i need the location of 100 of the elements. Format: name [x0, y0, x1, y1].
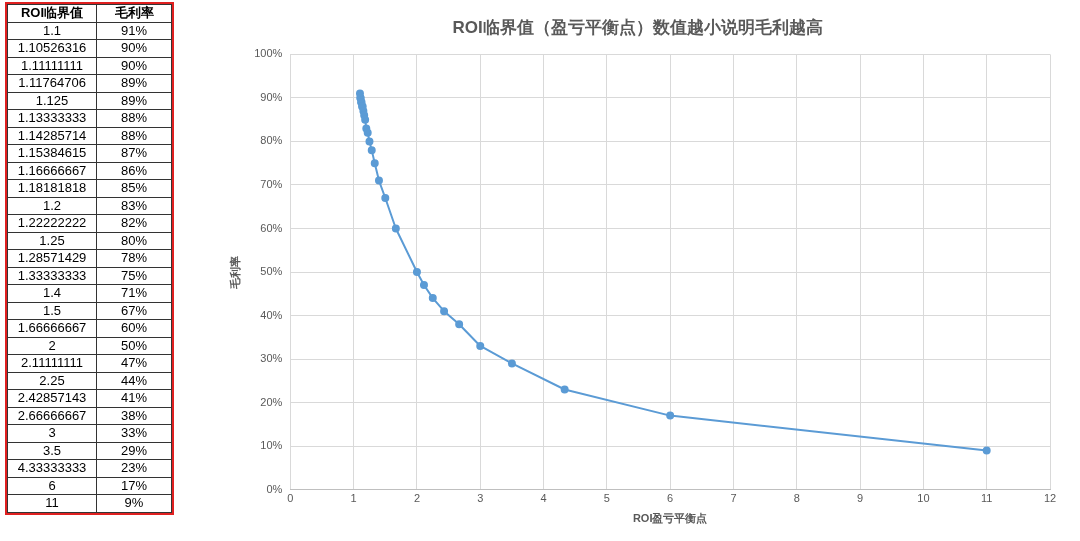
- x-tick-label: 11: [980, 492, 993, 505]
- point: [363, 128, 372, 137]
- y-tick-label: 30%: [260, 352, 283, 365]
- point: [455, 320, 464, 329]
- text: 1.4: [7, 284, 97, 302]
- text: 47%: [96, 354, 172, 372]
- y-tick-label: 0%: [266, 482, 283, 495]
- point: [412, 268, 421, 276]
- text: 88%: [96, 127, 172, 145]
- point: [381, 194, 390, 203]
- text: 2.66666667: [7, 407, 97, 425]
- text: 67%: [96, 302, 172, 320]
- text: 60%: [96, 319, 172, 337]
- text: 41%: [96, 389, 172, 407]
- x-tick-label: 1: [350, 492, 357, 505]
- text: 1.125: [7, 92, 97, 110]
- text: 83%: [96, 197, 172, 215]
- text: 89%: [96, 74, 172, 92]
- text: 1.10526316: [7, 39, 97, 57]
- text: 3.5: [7, 442, 97, 460]
- text: 44%: [96, 372, 172, 390]
- text: 1.18181818: [7, 179, 97, 197]
- x-tick-label: 10: [917, 492, 930, 505]
- point: [391, 224, 400, 233]
- x-tick-label: 4: [540, 492, 547, 505]
- text: 88%: [96, 109, 172, 127]
- text: 1.2: [7, 197, 97, 215]
- text: 87%: [96, 144, 172, 162]
- x-tick-label: 5: [603, 492, 610, 505]
- text: 80%: [96, 232, 172, 250]
- text: 86%: [96, 162, 172, 180]
- point: [666, 411, 675, 420]
- point: [361, 115, 370, 124]
- x-tick-label: 8: [793, 492, 800, 505]
- point: [476, 341, 485, 350]
- x-tick-label: 2: [413, 492, 421, 505]
- x-tick-label: 3: [477, 492, 484, 505]
- point: [440, 307, 449, 316]
- x-tick-label: 6: [667, 492, 674, 505]
- text: 9%: [96, 494, 172, 512]
- text: 78%: [96, 249, 172, 267]
- text: 23%: [96, 459, 172, 477]
- text: 89%: [96, 92, 172, 110]
- x-tick-label: 12: [1043, 492, 1057, 505]
- x-tick-label: 7: [730, 492, 737, 505]
- text: 1.13333333: [7, 109, 97, 127]
- text: 85%: [96, 179, 172, 197]
- point: [428, 294, 437, 303]
- text: 33%: [96, 424, 172, 442]
- text: 1.66666667: [7, 319, 97, 337]
- text: 50%: [96, 337, 172, 355]
- point: [982, 446, 991, 455]
- text: 1.22222222: [7, 214, 97, 232]
- y-tick-label: 100%: [254, 47, 283, 60]
- y-tick-label: 50%: [260, 265, 283, 278]
- text: 2.42857143: [7, 389, 97, 407]
- y-tick-label: 80%: [260, 134, 283, 147]
- point: [367, 146, 376, 155]
- text: 90%: [96, 57, 172, 75]
- text: 38%: [96, 407, 172, 425]
- text: 1.5: [7, 302, 97, 320]
- point: [560, 385, 569, 394]
- text: 1.33333333: [7, 267, 97, 285]
- x-tick-label: 9: [857, 492, 864, 505]
- chart-title: ROI临界值（盈亏平衡点）数值越小说明毛利越高: [452, 17, 823, 37]
- text: 71%: [96, 284, 172, 302]
- text: 2.25: [7, 372, 97, 390]
- y-axis-title: 毛利率: [228, 255, 241, 290]
- text: 1.14285714: [7, 127, 97, 145]
- point: [365, 137, 374, 146]
- text: 1.1: [7, 22, 97, 40]
- text: 17%: [96, 477, 172, 495]
- text: 1.16666667: [7, 162, 97, 180]
- text: 29%: [96, 442, 172, 460]
- text: 4.33333333: [7, 459, 97, 477]
- y-tick-label: 90%: [260, 90, 283, 103]
- text: 82%: [96, 214, 172, 232]
- text: 75%: [96, 267, 172, 285]
- text: 毛利率: [96, 4, 172, 22]
- text: 2: [7, 337, 97, 355]
- text: 1.11764706: [7, 74, 97, 92]
- text: ROI临界值: [7, 4, 97, 22]
- text: 1.11111111: [7, 57, 97, 75]
- point: [507, 359, 516, 368]
- text: 1.15384615: [7, 144, 97, 162]
- text: 2.11111111: [7, 354, 97, 372]
- point: [370, 159, 379, 168]
- y-tick-label: 40%: [260, 308, 283, 321]
- y-tick-label: 20%: [260, 395, 283, 408]
- x-axis-title: ROI盈亏平衡点: [632, 512, 708, 526]
- point: [419, 281, 428, 290]
- text: 1.25: [7, 232, 97, 250]
- text: 91%: [96, 22, 172, 40]
- text: 90%: [96, 39, 172, 57]
- text: 1.28571429: [7, 249, 97, 267]
- y-tick-label: 70%: [260, 177, 283, 190]
- text: 3: [7, 424, 97, 442]
- y-tick-label: 10%: [260, 439, 283, 452]
- x-tick-label: 0: [287, 492, 294, 505]
- point: [374, 176, 383, 185]
